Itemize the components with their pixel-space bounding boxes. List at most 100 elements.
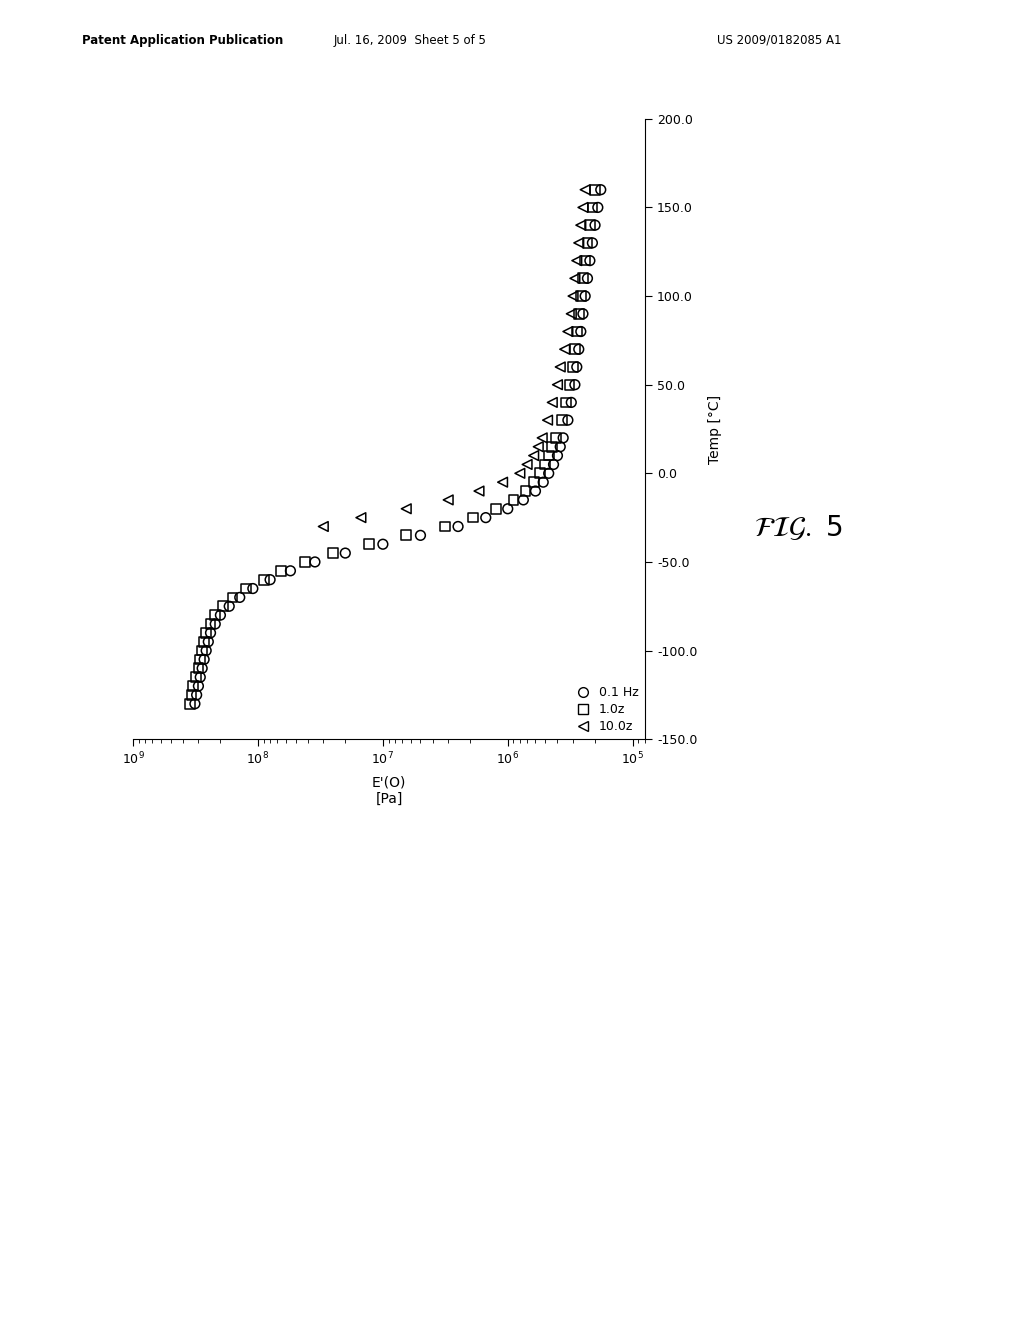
Point — [574, 197, 591, 218]
Point — [582, 249, 598, 271]
Point — [413, 525, 429, 546]
Point — [572, 285, 589, 306]
Point — [587, 215, 603, 236]
Point — [337, 543, 353, 564]
Point — [465, 507, 481, 528]
Point — [568, 321, 585, 342]
Point — [207, 605, 223, 626]
Point — [450, 516, 466, 537]
Point — [471, 480, 487, 502]
Text: Patent Application Publication: Patent Application Publication — [82, 33, 284, 46]
Point — [183, 684, 200, 705]
Point — [194, 657, 210, 678]
Point — [566, 374, 583, 395]
Point — [552, 356, 568, 378]
Point — [535, 471, 551, 492]
Point — [593, 180, 609, 201]
Point — [245, 578, 261, 599]
Point — [440, 490, 457, 511]
Point — [297, 552, 313, 573]
Point — [565, 285, 582, 306]
Point — [534, 428, 550, 449]
Point — [582, 215, 598, 236]
Point — [231, 587, 248, 609]
Text: $\mathcal{FIG.}\ 5$: $\mathcal{FIG.}\ 5$ — [755, 513, 843, 543]
Point — [515, 490, 531, 511]
Point — [198, 640, 214, 661]
Point — [190, 676, 207, 697]
Point — [273, 560, 290, 581]
Point — [500, 498, 516, 519]
Point — [190, 657, 207, 678]
Point — [398, 525, 415, 546]
Point — [541, 463, 557, 484]
Point — [200, 631, 216, 652]
Point — [540, 409, 556, 430]
Point — [590, 197, 606, 218]
Point — [196, 631, 212, 652]
Point — [505, 490, 521, 511]
Point — [519, 454, 536, 475]
Point — [193, 649, 209, 671]
Point — [556, 339, 572, 360]
Point — [530, 436, 547, 457]
Point — [566, 339, 583, 360]
Point — [555, 428, 571, 449]
Point — [554, 409, 570, 430]
Point — [307, 552, 324, 573]
Point — [574, 268, 591, 289]
Point — [187, 667, 204, 688]
Point — [283, 560, 299, 581]
Point — [525, 445, 542, 466]
Point — [587, 180, 603, 201]
Point — [198, 622, 214, 643]
Point — [560, 321, 577, 342]
Point — [315, 516, 332, 537]
Point — [580, 268, 596, 289]
Point — [477, 507, 494, 528]
X-axis label: E'(O)
[Pa]: E'(O) [Pa] — [372, 776, 407, 807]
Point — [527, 480, 544, 502]
Point — [549, 374, 565, 395]
Point — [570, 339, 587, 360]
Point — [186, 693, 203, 714]
Point — [224, 587, 241, 609]
Point — [580, 232, 596, 253]
Point — [325, 543, 341, 564]
Point — [561, 374, 578, 395]
Point — [538, 454, 554, 475]
Point — [565, 356, 582, 378]
Point — [196, 649, 212, 671]
Point — [560, 409, 577, 430]
Point — [549, 445, 565, 466]
Point — [262, 569, 279, 590]
Point — [495, 471, 511, 492]
Point — [566, 268, 583, 289]
Point — [487, 498, 504, 519]
Text: Jul. 16, 2009  Sheet 5 of 5: Jul. 16, 2009 Sheet 5 of 5 — [333, 33, 486, 46]
Point — [188, 684, 205, 705]
Point — [568, 249, 585, 271]
Point — [193, 667, 209, 688]
Point — [563, 392, 580, 413]
Point — [585, 197, 601, 218]
Point — [215, 595, 231, 616]
Point — [221, 595, 238, 616]
Point — [517, 480, 534, 502]
Point — [525, 471, 542, 492]
Point — [207, 614, 223, 635]
Point — [256, 569, 272, 590]
Point — [568, 356, 585, 378]
Point — [398, 498, 415, 519]
Point — [572, 321, 589, 342]
Point — [577, 285, 593, 306]
Point — [360, 533, 377, 554]
Point — [563, 304, 580, 325]
Point — [212, 605, 228, 626]
Text: US 2009/0182085 A1: US 2009/0182085 A1 — [717, 33, 842, 46]
Point — [532, 463, 549, 484]
Point — [238, 578, 254, 599]
Point — [182, 693, 199, 714]
Point — [574, 304, 591, 325]
Point — [570, 304, 587, 325]
